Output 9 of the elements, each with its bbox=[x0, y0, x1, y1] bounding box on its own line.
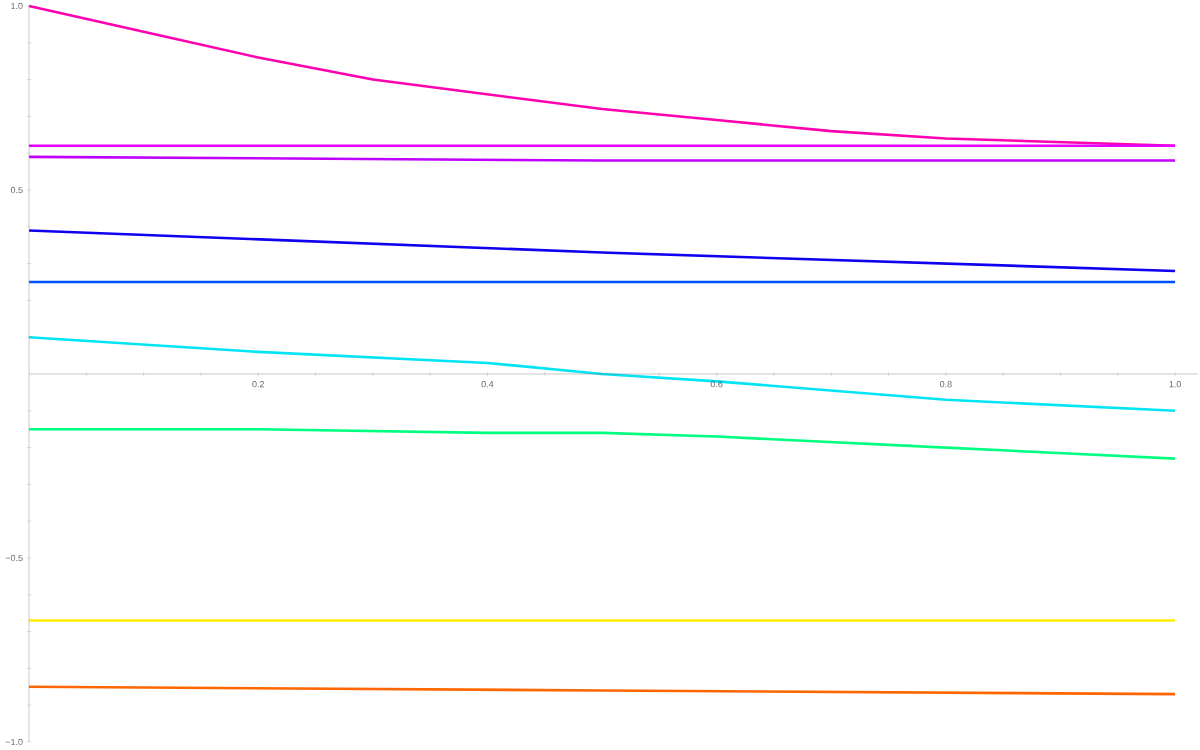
x-tick-label: 0.2 bbox=[252, 381, 264, 388]
y-tick-label: −1.0 bbox=[5, 738, 23, 746]
line-series bbox=[27, 427, 1177, 460]
y-tick-label: −0.5 bbox=[5, 554, 23, 562]
x-tick-label: 1.0 bbox=[1169, 381, 1181, 388]
y-tick-label: 1.0 bbox=[11, 2, 23, 10]
x-tick-label: 0.4 bbox=[481, 381, 494, 388]
x-tick-label: 0.8 bbox=[939, 381, 952, 388]
y-tick-label: 0.5 bbox=[10, 186, 23, 194]
